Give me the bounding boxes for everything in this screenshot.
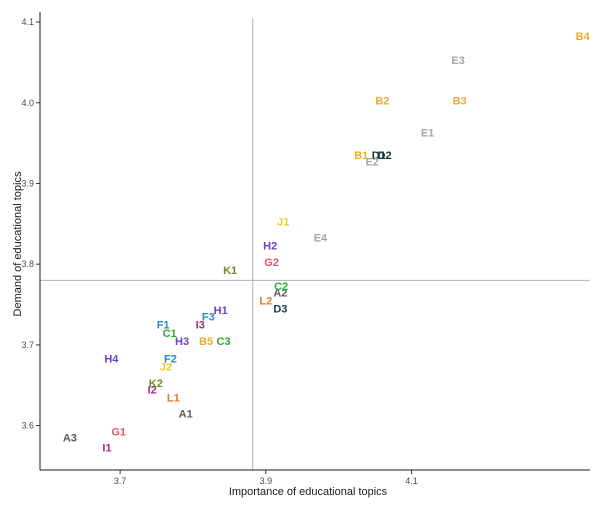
point-label-e4: E4 xyxy=(314,233,328,245)
point-label-h4: H4 xyxy=(104,354,119,366)
point-label-a3: A3 xyxy=(63,433,77,445)
point-label-b5: B5 xyxy=(199,336,213,348)
point-label-i3: I3 xyxy=(196,320,205,332)
point-label-k1: K1 xyxy=(223,265,237,277)
point-label-a1: A1 xyxy=(179,409,193,421)
point-label-c2: C2 xyxy=(274,281,288,293)
point-label-c3: C3 xyxy=(217,336,231,348)
point-label-g2: G2 xyxy=(264,257,279,269)
point-label-d3: D3 xyxy=(273,304,287,316)
y-tick-label: 4.0 xyxy=(21,98,34,108)
point-label-f1: F1 xyxy=(157,320,170,332)
point-label-i1: I1 xyxy=(102,442,111,454)
point-label-i2: I2 xyxy=(148,384,157,396)
point-label-e1: E1 xyxy=(421,128,434,140)
point-label-c1: C1 xyxy=(163,328,177,340)
x-tick-label: 4.1 xyxy=(405,476,418,486)
axes: 3.7 3.9 4.1 3.6 3.7 3.8 3.9 4.0 4.1 xyxy=(21,12,590,486)
point-label-g1: G1 xyxy=(111,426,126,438)
x-tick-label: 3.7 xyxy=(114,476,127,486)
point-label-h1: H1 xyxy=(214,305,228,317)
point-label-k2: K2 xyxy=(149,378,163,390)
reference-lines xyxy=(40,18,590,470)
y-tick-label: 4.1 xyxy=(21,17,34,27)
y-axis-title: Demand of educational topics xyxy=(12,171,24,316)
point-label-f2: F2 xyxy=(164,354,177,366)
x-axis-title: Importance of educational topics xyxy=(229,486,388,498)
point-label-e2: E2 xyxy=(365,157,378,169)
point-label-j2: J2 xyxy=(160,362,172,374)
x-tick-label: 3.9 xyxy=(260,476,273,486)
y-tick-label: 3.6 xyxy=(21,421,34,431)
point-label-d2: D2 xyxy=(378,150,392,162)
point-label-h2: H2 xyxy=(263,241,277,253)
point-label-d1: D1 xyxy=(372,150,386,162)
point-label-l2: L2 xyxy=(259,296,272,308)
y-tick-label: 3.7 xyxy=(21,340,34,350)
point-label-b2: B2 xyxy=(375,95,389,107)
point-label-b3: B3 xyxy=(453,95,467,107)
point-label-a2: A2 xyxy=(273,287,287,299)
point-label-e3: E3 xyxy=(451,55,464,67)
point-label-f3: F3 xyxy=(202,312,215,324)
point-label-j1: J1 xyxy=(277,216,289,228)
y-tick-label: 3.8 xyxy=(21,259,34,269)
point-label-b4: B4 xyxy=(576,31,591,43)
point-label-l1: L1 xyxy=(167,392,180,404)
y-tick-label: 3.9 xyxy=(21,178,34,188)
point-label-b1: B1 xyxy=(354,150,368,162)
point-label-h3: H3 xyxy=(175,336,189,348)
